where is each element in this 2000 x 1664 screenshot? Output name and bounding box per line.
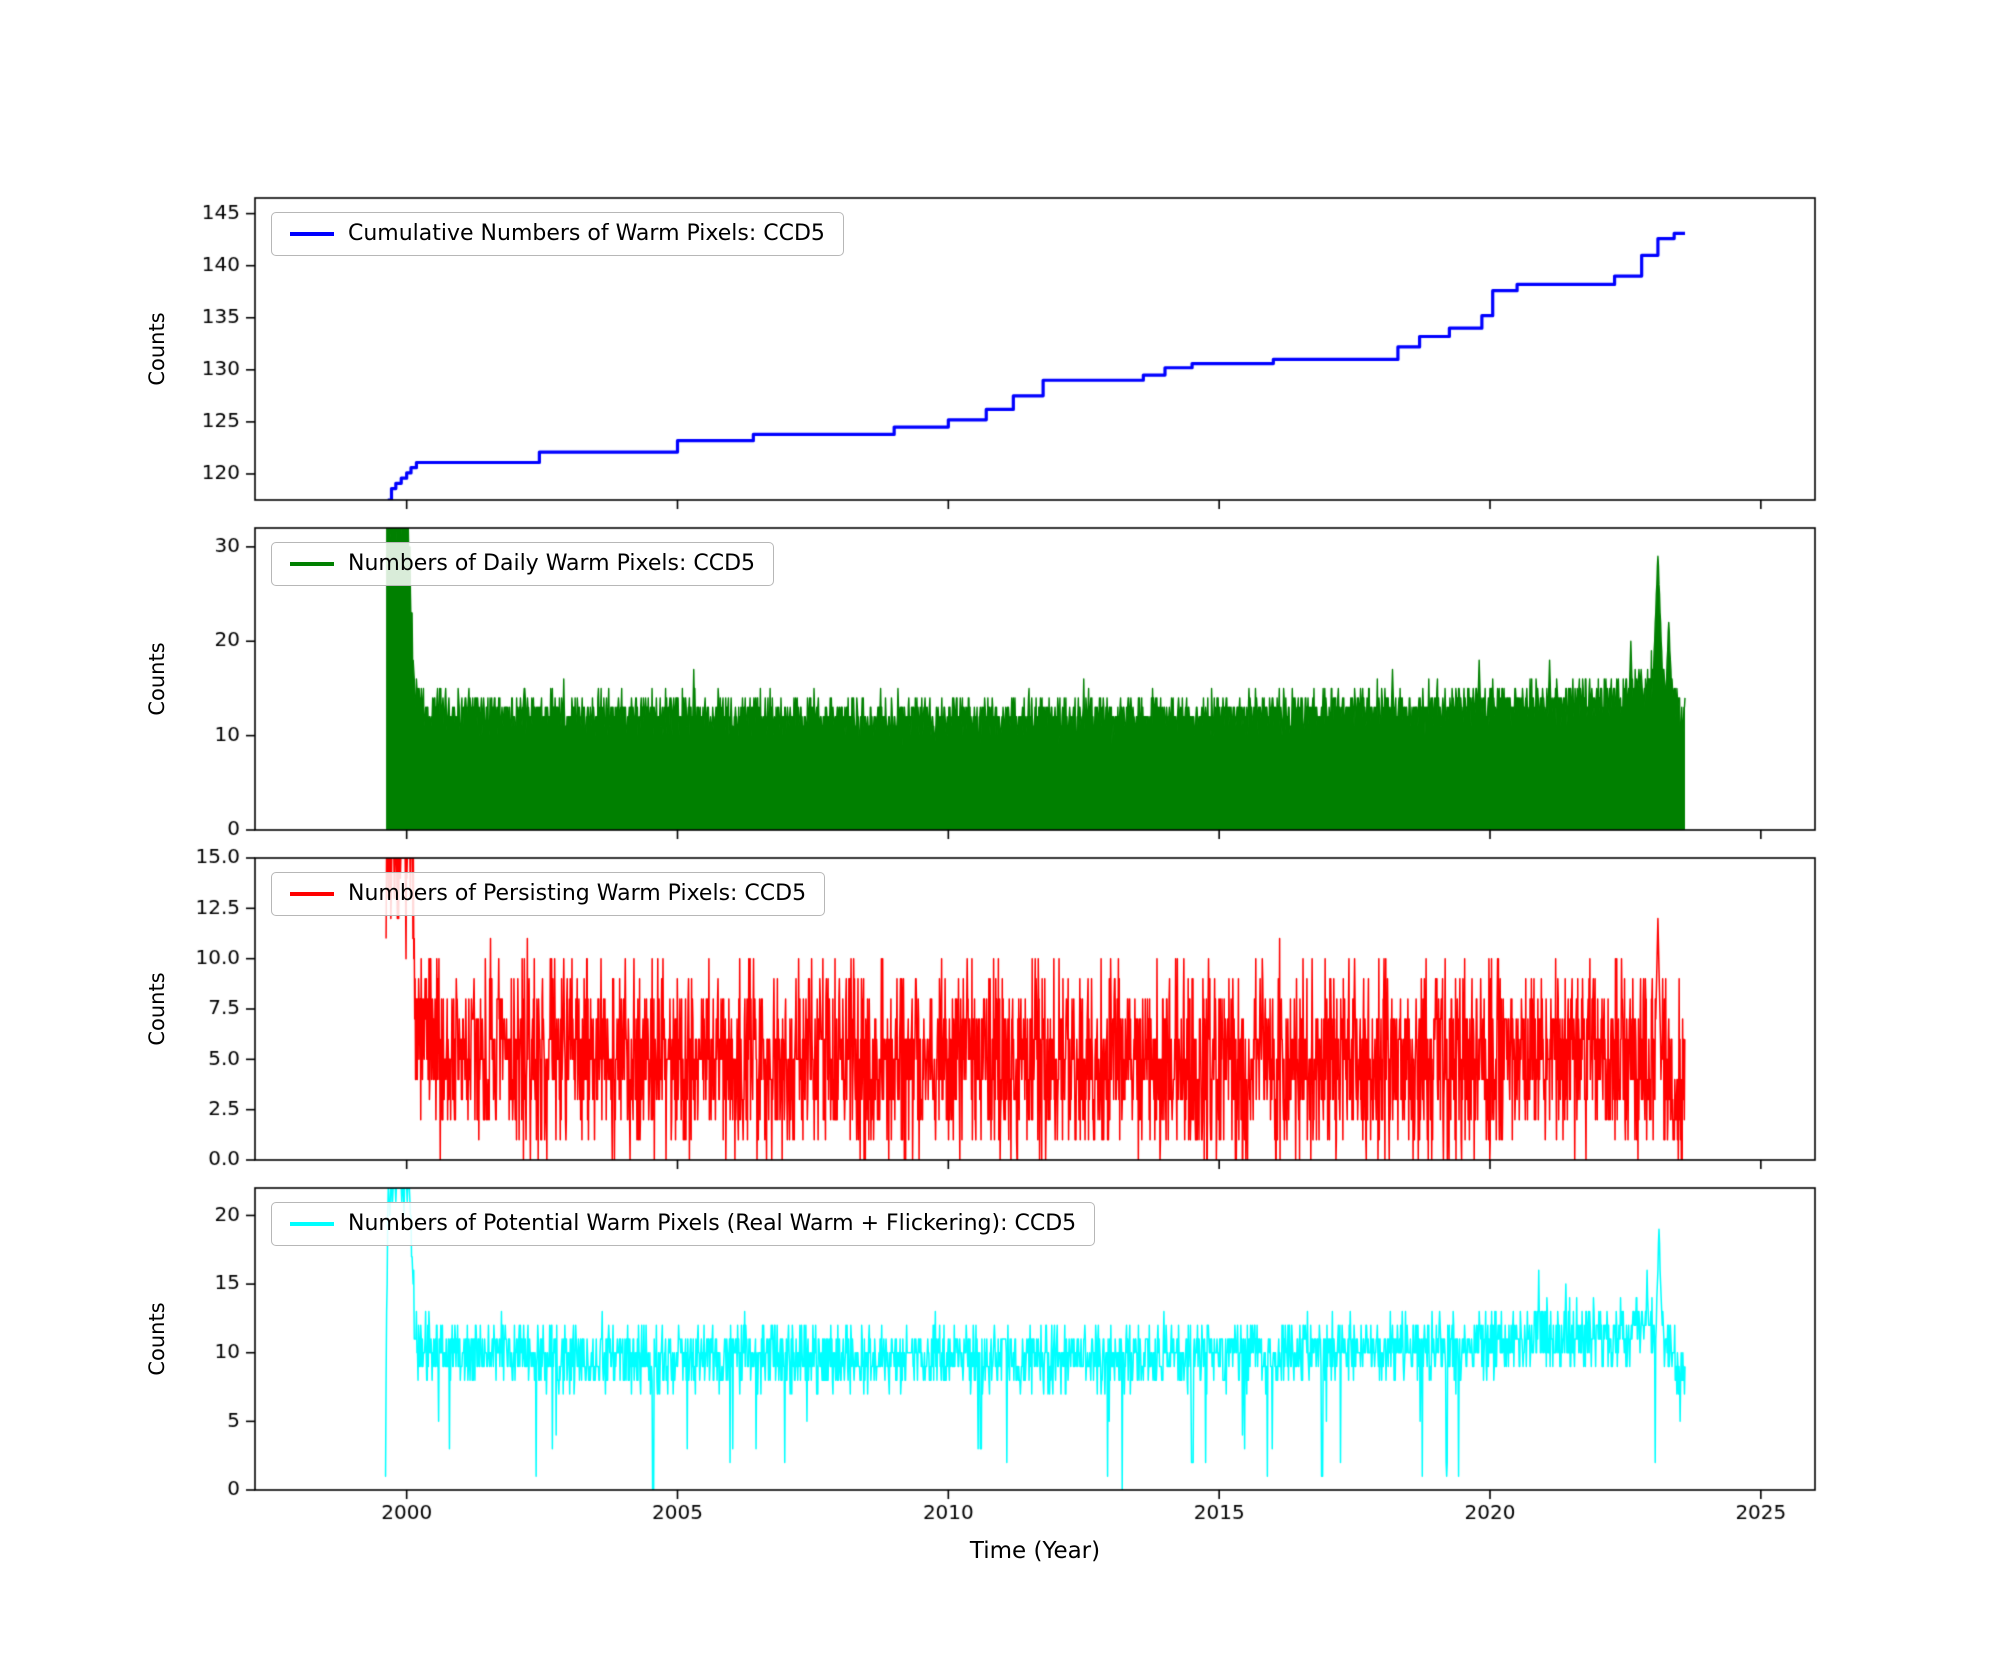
legend-potential-warm-pixels: Numbers of Potential Warm Pixels (Real W… [271,1202,1096,1247]
y-axis-label-counts: Counts [145,972,169,1046]
legend-label: Numbers of Daily Warm Pixels: CCD5 [348,551,756,576]
legend-line-sample-icon [290,1222,334,1227]
legend-line-sample-icon [290,232,334,237]
x-axis-label-time-year: Time (Year) [969,1538,1101,1564]
legend-line-sample-icon [290,892,334,897]
legend-label: Numbers of Potential Warm Pixels (Real W… [348,1211,1077,1236]
y-axis-label-counts: Counts [145,642,169,716]
y-axis-label-counts: Counts [145,312,169,386]
legend-daily-warm-pixels: Numbers of Daily Warm Pixels: CCD5 [271,542,775,587]
y-axis-label-counts: Counts [145,1302,169,1376]
legend-cumulative-warm-pixels: Cumulative Numbers of Warm Pixels: CCD5 [271,212,844,257]
legend-label: Numbers of Persisting Warm Pixels: CCD5 [348,881,807,906]
legend-label: Cumulative Numbers of Warm Pixels: CCD5 [348,221,825,246]
legend-persisting-warm-pixels: Numbers of Persisting Warm Pixels: CCD5 [271,872,826,917]
legend-line-sample-icon [290,562,334,567]
